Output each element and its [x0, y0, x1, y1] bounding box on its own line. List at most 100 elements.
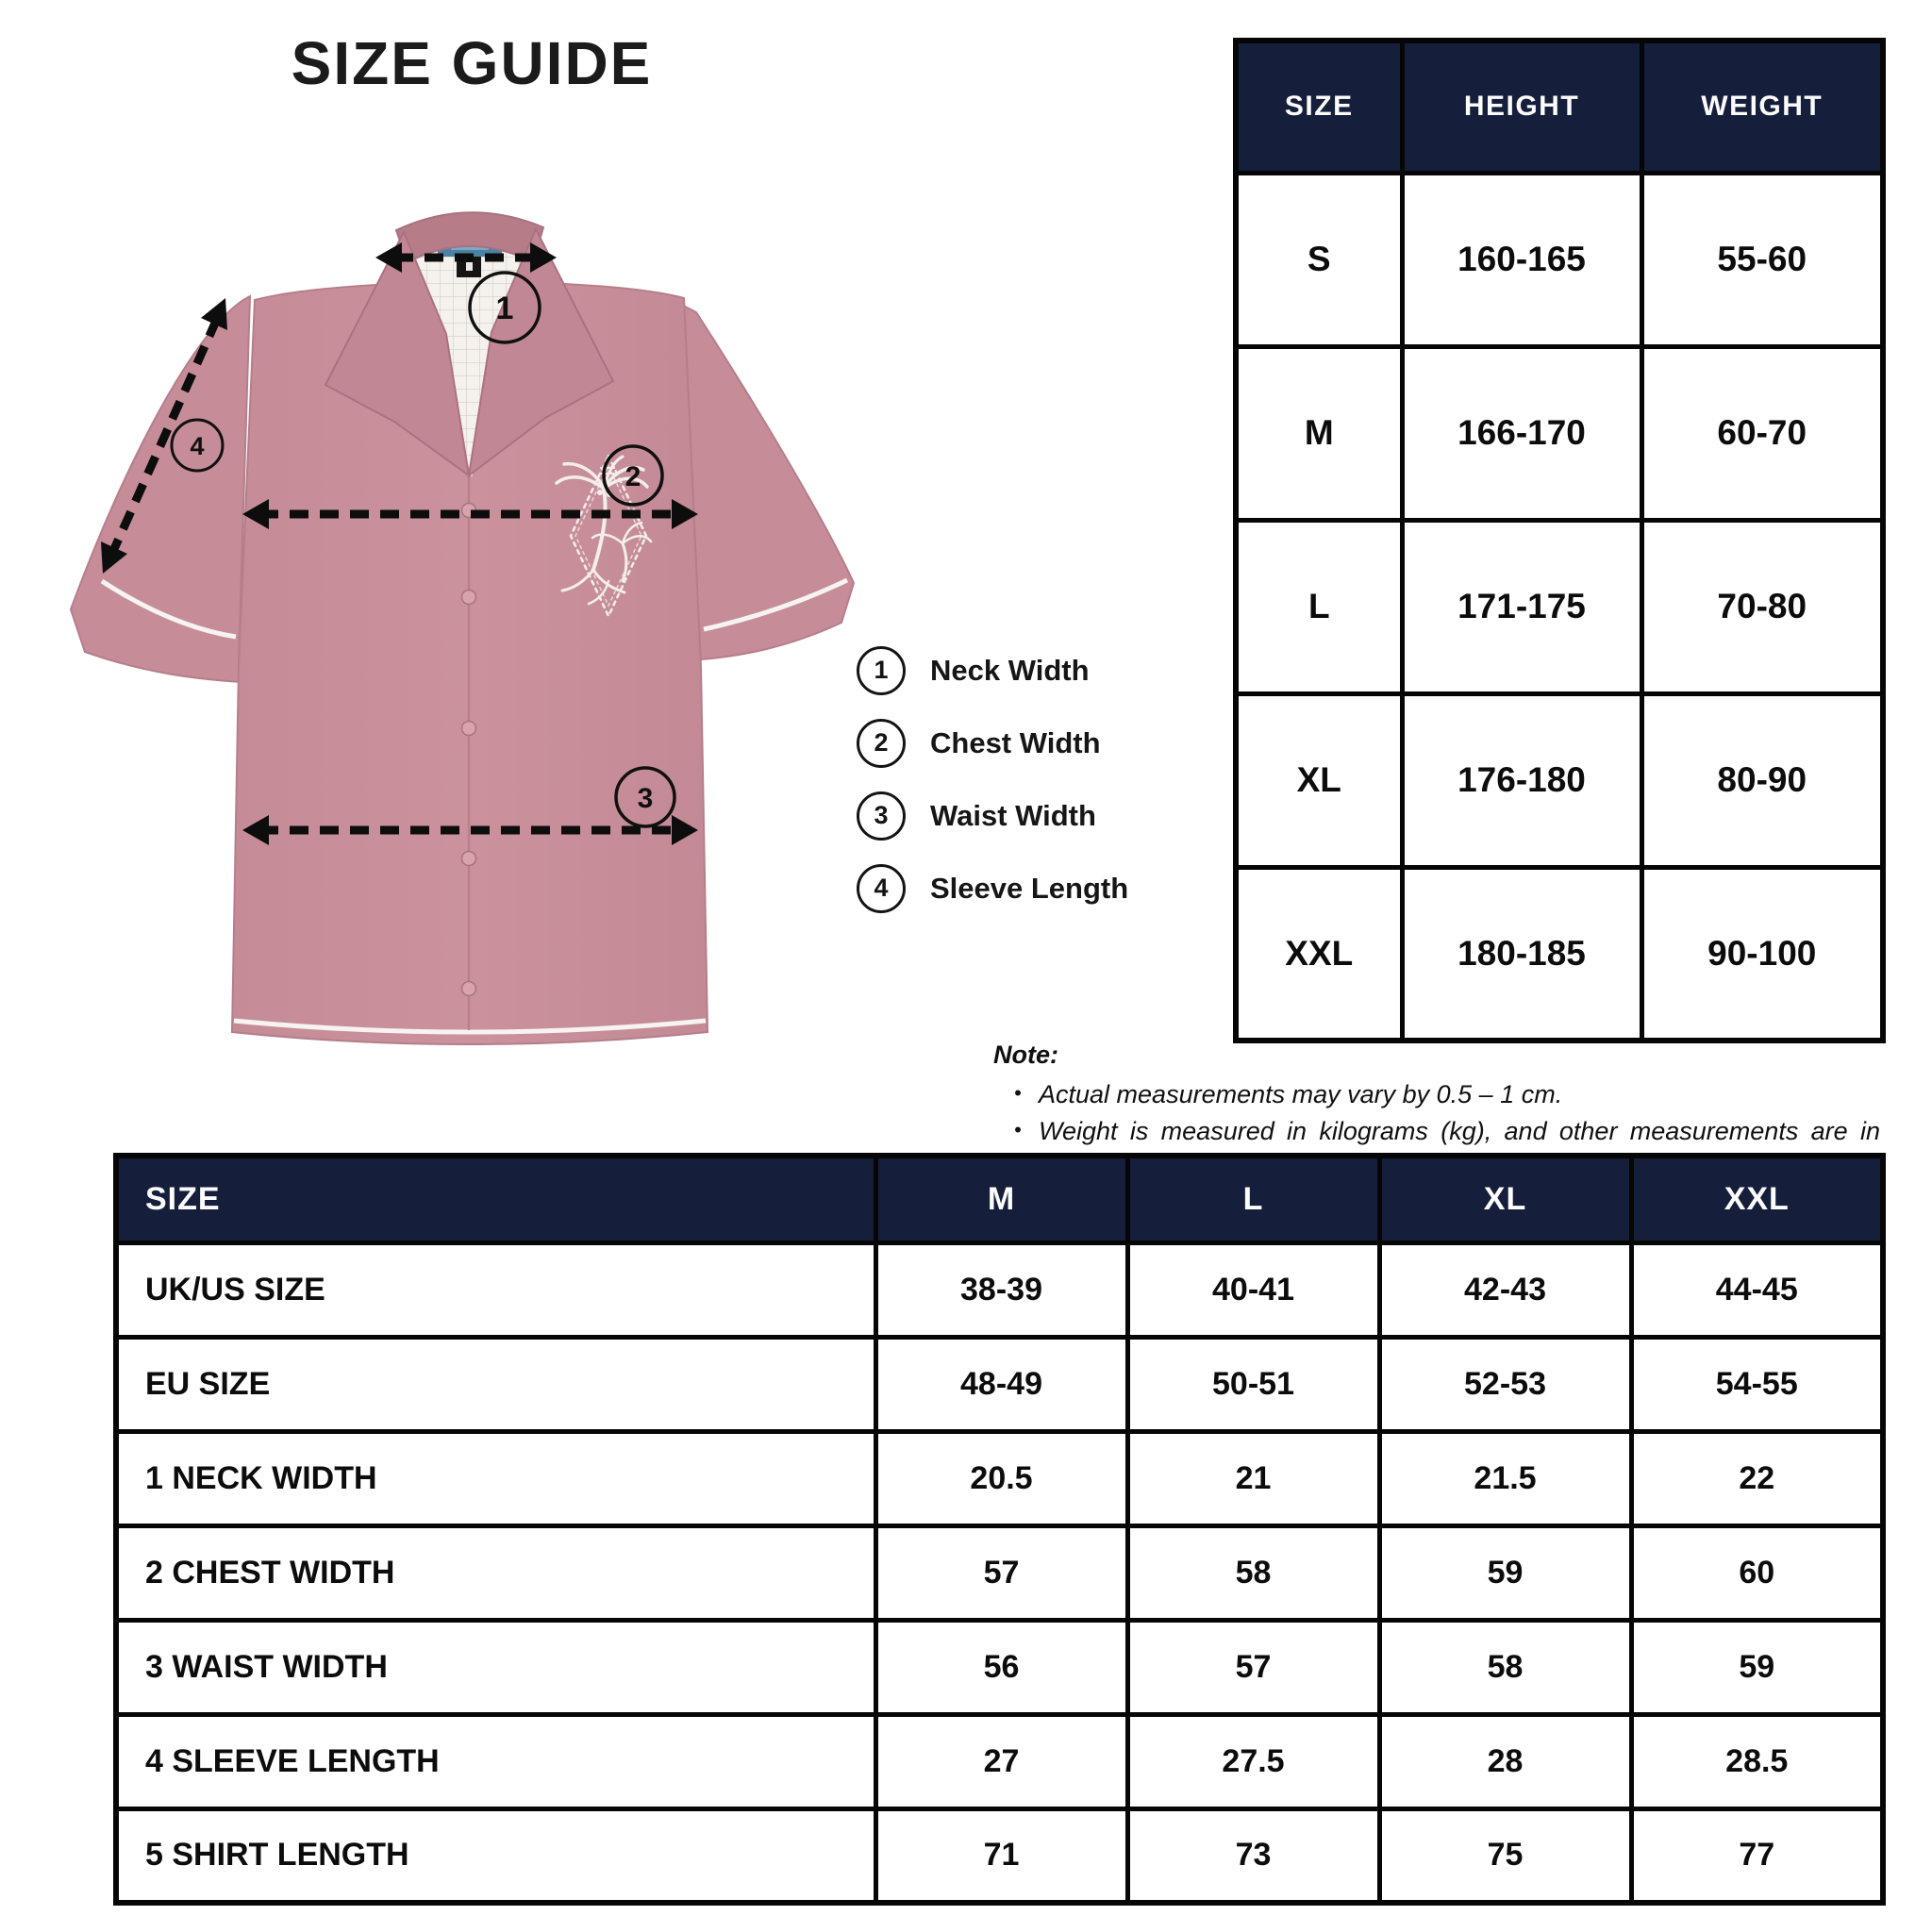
legend-circle-1: 1: [857, 645, 906, 695]
legend-label-chest: Chest Width: [930, 725, 1101, 759]
value-cell: 50-51: [1124, 1334, 1382, 1434]
height-cell: 171-175: [1399, 517, 1644, 696]
weight-cell: 80-90: [1639, 691, 1886, 870]
value-cell: 59: [1628, 1617, 1886, 1717]
column-header-weight: WEIGHT: [1639, 38, 1886, 175]
shirt-neck-lining: [404, 229, 536, 477]
height-cell: 166-170: [1399, 343, 1644, 523]
note-bullet-1: • Actual measurements may vary by 0.5 – …: [1014, 1076, 1880, 1112]
column-header-xl: XL: [1376, 1153, 1634, 1245]
legend-label-sleeve: Sleeve Length: [930, 871, 1129, 905]
value-cell: 28.5: [1628, 1711, 1886, 1811]
value-cell: 57: [873, 1523, 1130, 1623]
size-cell: S: [1233, 170, 1405, 349]
annotation-circles: 1 2 3 4: [170, 271, 676, 828]
weight-cell: 55-60: [1639, 170, 1886, 349]
table-row-sleeve-length: 4 SLEEVE LENGTH 27 27.5 28 28.5: [113, 1711, 1886, 1811]
value-cell: 27.5: [1124, 1711, 1382, 1811]
value-cell: 77: [1628, 1806, 1886, 1906]
value-cell: 38-39: [873, 1240, 1130, 1340]
value-cell: 42-43: [1376, 1240, 1634, 1340]
weight-cell: 90-100: [1639, 864, 1886, 1043]
table-row-eu-size: EU SIZE 48-49 50-51 52-53 54-55: [113, 1334, 1886, 1434]
table-row-l: L 171-175 70-80: [1233, 517, 1886, 696]
legend-label-neck: Neck Width: [930, 653, 1090, 687]
height-cell: 180-185: [1399, 864, 1644, 1043]
page-title: SIZE GUIDE: [291, 29, 653, 97]
value-cell: 22: [1628, 1428, 1886, 1528]
size-cell: XXL: [1233, 864, 1405, 1043]
size-cell: L: [1233, 517, 1405, 696]
value-cell: 56: [873, 1617, 1130, 1717]
legend-item-waist: 3 Waist Width: [857, 779, 1128, 852]
value-cell: 48-49: [873, 1334, 1130, 1434]
value-cell: 73: [1124, 1806, 1382, 1906]
table-row-m: M 166-170 60-70: [1233, 343, 1886, 523]
note-text: Actual measurements may vary by 0.5 – 1 …: [1039, 1080, 1563, 1109]
table-row-ukus-size: UK/US SIZE 38-39 40-41 42-43 44-45: [113, 1240, 1886, 1340]
value-cell: 54-55: [1628, 1334, 1886, 1434]
column-header-m: M: [873, 1153, 1130, 1245]
measurement-legend: 1 Neck Width 2 Chest Width 3 Waist Width…: [857, 634, 1128, 924]
legend-label-waist: Waist Width: [930, 798, 1096, 832]
legend-circle-2: 2: [857, 718, 906, 768]
table-row-s: S 160-165 55-60: [1233, 170, 1886, 349]
height-cell: 160-165: [1399, 170, 1644, 349]
row-label: 3 WAIST WIDTH: [113, 1617, 878, 1717]
column-header-size: SIZE: [113, 1153, 878, 1245]
value-cell: 40-41: [1124, 1240, 1382, 1340]
bullet-icon: •: [1014, 1081, 1022, 1106]
value-cell: 57: [1124, 1617, 1382, 1717]
size-cell: M: [1233, 343, 1405, 523]
shirt-illustration: 1 2 3 4: [57, 138, 858, 1091]
value-cell: 60: [1628, 1523, 1886, 1623]
weight-cell: 70-80: [1639, 517, 1886, 696]
weight-cell: 60-70: [1639, 343, 1886, 523]
legend-circle-4: 4: [857, 863, 906, 913]
shirt-sleeves: [69, 294, 856, 684]
annotation-4: 4: [190, 432, 204, 460]
table-header-row: SIZE M L XL XXL: [113, 1153, 1886, 1245]
row-label: UK/US SIZE: [113, 1240, 878, 1340]
waist-width-arrow: [242, 815, 698, 845]
legend-circle-3: 3: [857, 791, 906, 841]
measurements-table: SIZE M L XL XXL UK/US SIZE 38-39 40-41 4…: [113, 1153, 1886, 1906]
height-cell: 176-180: [1399, 691, 1644, 870]
column-header-size: SIZE: [1233, 38, 1405, 175]
column-header-xxl: XXL: [1628, 1153, 1886, 1245]
row-label: EU SIZE: [113, 1334, 878, 1434]
value-cell: 28: [1376, 1711, 1634, 1811]
annotation-3: 3: [638, 783, 654, 814]
value-cell: 21: [1124, 1428, 1382, 1528]
table-row-shirt-length: 5 SHIRT LENGTH 71 73 75 77: [113, 1806, 1886, 1906]
chest-width-arrow: [242, 499, 698, 529]
measurement-arrows: [101, 242, 698, 845]
value-cell: 44-45: [1628, 1240, 1886, 1340]
value-cell: 27: [873, 1711, 1130, 1811]
value-cell: 59: [1376, 1523, 1634, 1623]
sleeve-length-arrow: [101, 298, 227, 574]
value-cell: 71: [873, 1806, 1130, 1906]
annotation-1: 1: [496, 291, 514, 326]
shirt-collar: [324, 211, 615, 478]
row-label: 4 SLEEVE LENGTH: [113, 1711, 878, 1811]
legend-item-sleeve: 4 Sleeve Length: [857, 852, 1128, 924]
table-row-xl: XL 176-180 80-90: [1233, 691, 1886, 870]
value-cell: 58: [1376, 1617, 1634, 1717]
row-label: 2 CHEST WIDTH: [113, 1523, 878, 1623]
column-header-height: HEIGHT: [1399, 38, 1644, 175]
legend-item-chest: 2 Chest Width: [857, 707, 1128, 779]
height-weight-table: SIZE HEIGHT WEIGHT S 160-165 55-60 M 166…: [1233, 38, 1886, 1043]
row-label: 5 SHIRT LENGTH: [113, 1806, 878, 1906]
row-label: 1 NECK WIDTH: [113, 1428, 878, 1528]
legend-item-neck: 1 Neck Width: [857, 634, 1128, 707]
value-cell: 20.5: [873, 1428, 1130, 1528]
value-cell: 75: [1376, 1806, 1634, 1906]
table-row-neck-width: 1 NECK WIDTH 20.5 21 21.5 22: [113, 1428, 1886, 1528]
table-row-waist-width: 3 WAIST WIDTH 56 57 58 59: [113, 1617, 1886, 1717]
bullet-icon: •: [1014, 1117, 1022, 1141]
column-header-l: L: [1124, 1153, 1382, 1245]
neck-width-arrow: [375, 242, 557, 273]
table-header-row: SIZE HEIGHT WEIGHT: [1233, 38, 1886, 175]
